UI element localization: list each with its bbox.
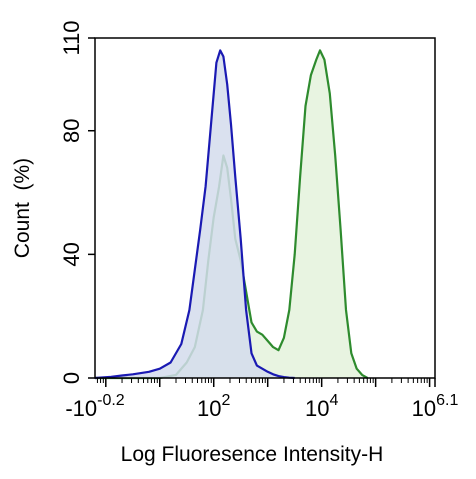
- x-axis: -10-0.2 102 104 106.1: [65, 378, 458, 421]
- x-tick-label-1: 102: [197, 392, 230, 421]
- series-0-line: [94, 49, 295, 380]
- y-tick-label-80: 80: [59, 118, 84, 142]
- series-0-area: [95, 50, 295, 379]
- x-tick-label-3: 106.1: [412, 392, 459, 421]
- x-tick-label-0: -10-0.2: [65, 392, 124, 421]
- y-axis-label: Count (%): [11, 158, 34, 258]
- plot-frame: [94, 37, 436, 379]
- y-axis: 0 40 80 110: [59, 20, 95, 384]
- y-tick-label-0: 0: [59, 372, 84, 384]
- y-tick-label-110: 110: [59, 20, 84, 55]
- y-tick-label-40: 40: [59, 242, 84, 266]
- x-tick-label-2: 104: [305, 392, 338, 421]
- series-layer: [94, 49, 369, 380]
- x-axis-label: Log Fluoresence Intensity-H: [121, 443, 384, 466]
